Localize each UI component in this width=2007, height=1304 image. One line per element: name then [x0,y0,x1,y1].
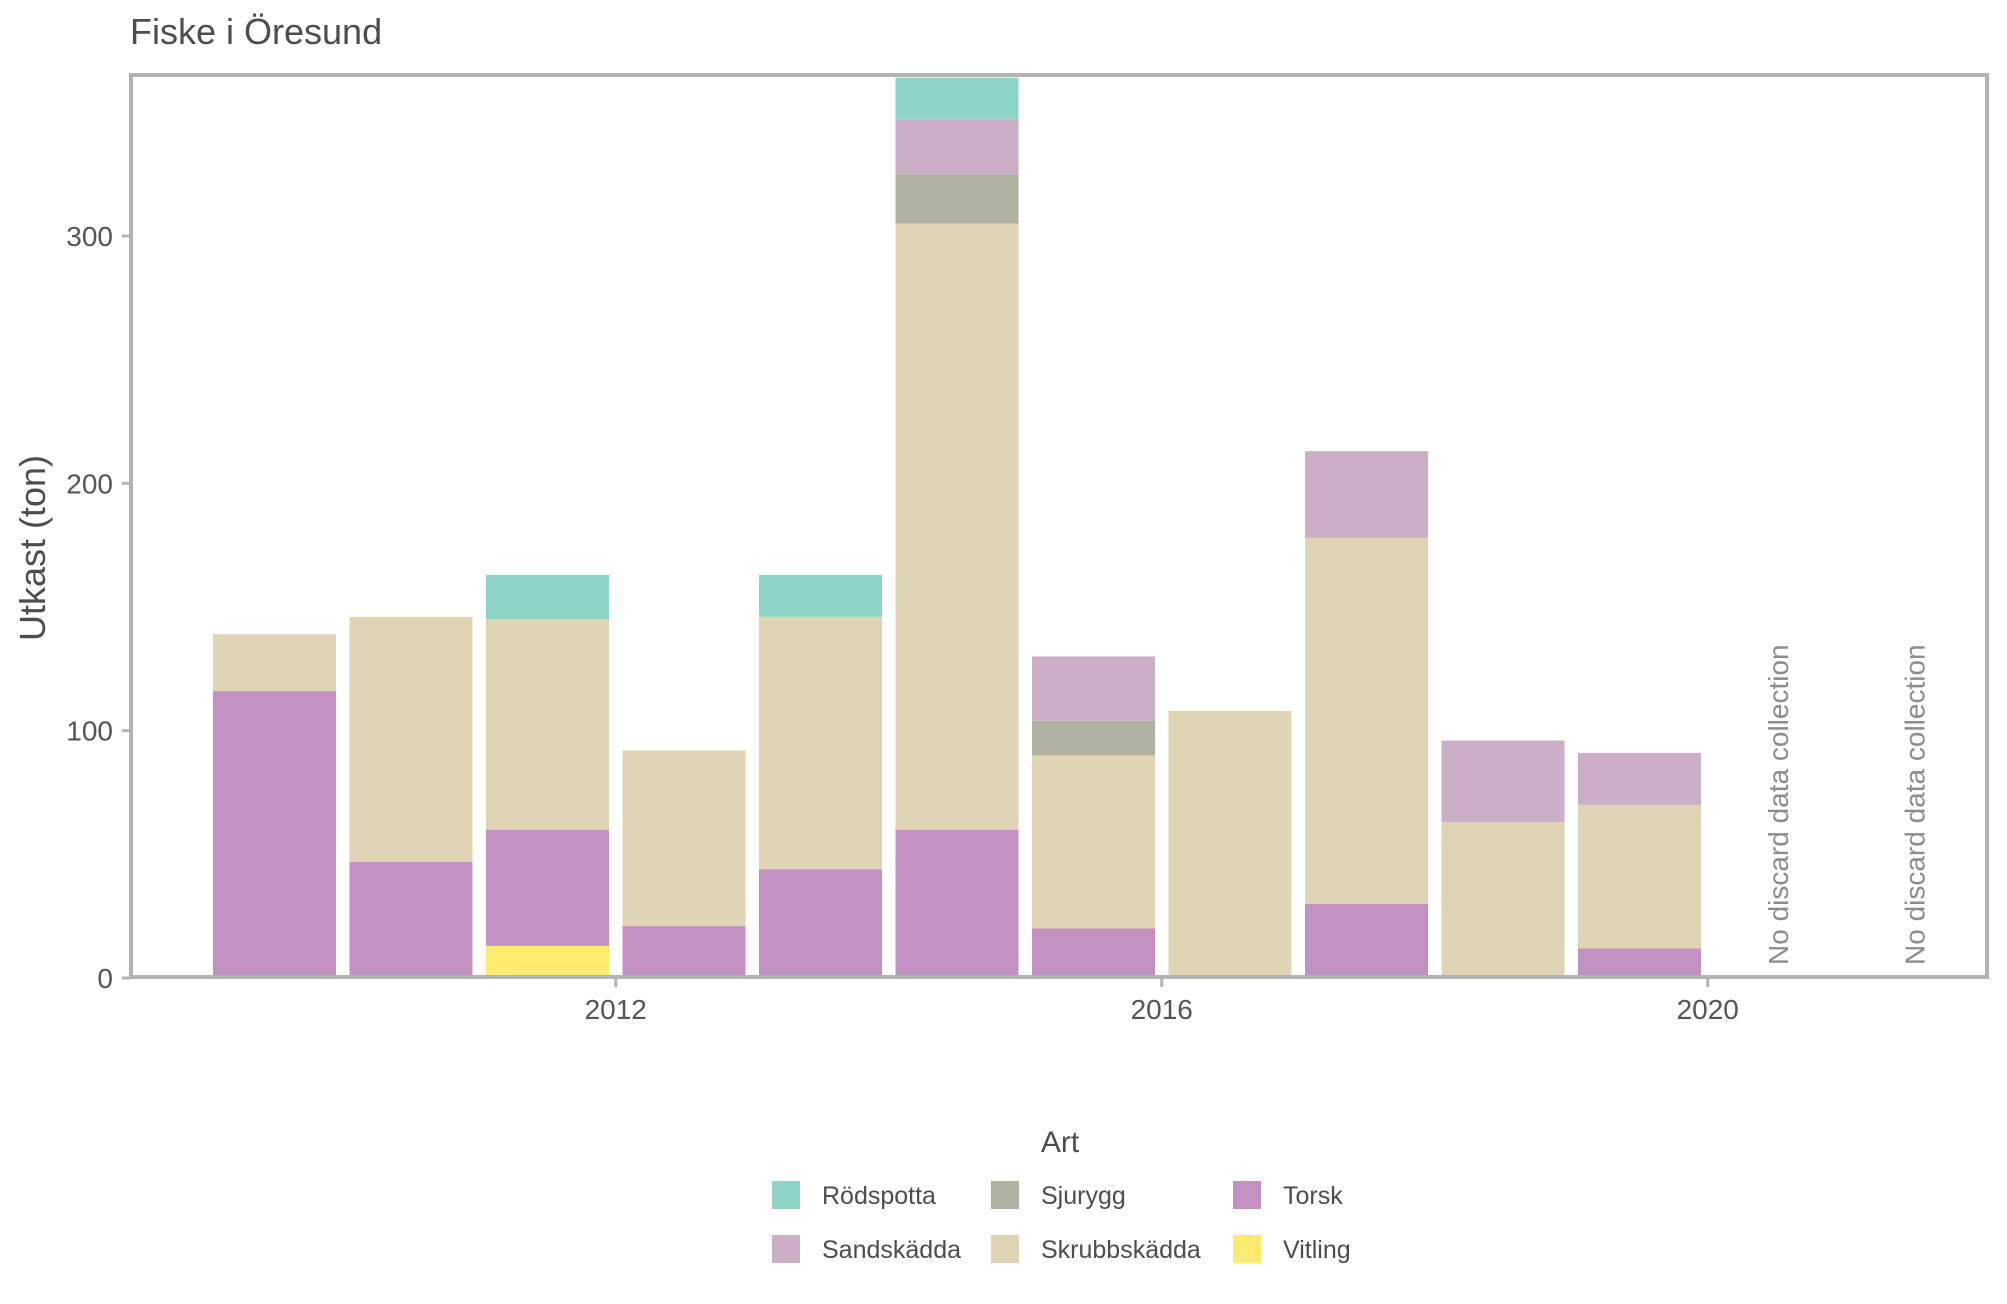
bar-torsk-2012 [622,926,746,978]
x-axis: 2012 2016 2020 [585,977,1739,1025]
bar-skrubbskadda-2010 [349,616,473,862]
legend-label-rodspotta: Rödspotta [822,1182,936,1210]
bar-torsk-2013 [759,869,882,978]
bar-skrubbskadda-2013 [759,616,882,870]
bar-rodspotta-2014 [895,77,1019,120]
legend-label-skrubbskadda: Skrubbskädda [1041,1236,1201,1264]
legend-swatch-sandskadda [772,1235,800,1263]
bar-skrubbskadda-2015 [1032,755,1155,929]
bar-rodspotta-2013 [759,574,882,617]
x-tick-label-2016: 2016 [1131,994,1193,1025]
bar-torsk-2009 [213,691,336,978]
bar-sjurygg-2014 [895,174,1019,224]
bars-layer [213,77,1701,978]
bar-torsk-2019 [1578,948,1701,978]
legend-label-sjurygg: Sjurygg [1041,1182,1126,1210]
bar-sjurygg-2015 [1032,720,1155,756]
annotation-2020: No discard data collection [1763,644,1794,965]
x-tick-label-2012: 2012 [585,994,647,1025]
bar-skrubbskadda-2017 [1305,537,1428,904]
bar-rodspotta-2011 [486,574,609,620]
legend-swatch-rodspotta [772,1181,800,1209]
legend-label-torsk: Torsk [1283,1182,1343,1210]
legend-label-sandskadda: Sandskädda [822,1236,961,1264]
x-tick-label-2020: 2020 [1677,994,1739,1025]
bar-skrubbskadda-2011 [486,619,609,830]
bar-torsk-2014 [895,829,1019,978]
legend-swatch-sjurygg [991,1181,1019,1209]
plot-panel-border [129,73,1989,979]
bar-sandskadda-2017 [1305,451,1428,538]
legend-swatch-skrubbskadda [991,1235,1019,1263]
y-axis: 0 100 200 300 [66,221,131,994]
legend-swatch-vitling [1233,1235,1261,1263]
bar-sandskadda-2018 [1441,740,1565,823]
bar-skrubbskadda-2016 [1168,710,1292,978]
annotation-2021: No discard data collection [1900,644,1931,965]
legend: Rödspotta Sandskädda Sjurygg Skrubbskädda To… [772,1181,1351,1264]
bar-skrubbskadda-2009 [213,634,336,692]
bar-torsk-2017 [1305,903,1428,978]
bar-torsk-2011 [486,829,609,946]
bar-skrubbskadda-2019 [1578,804,1701,949]
bar-torsk-2015 [1032,928,1155,978]
bar-torsk-2010 [349,861,473,978]
bar-sandskadda-2014 [895,119,1019,175]
legend-swatch-torsk [1233,1181,1261,1209]
legend-title: Art [1041,1126,1080,1159]
bar-sandskadda-2015 [1032,656,1155,721]
y-axis-label: Utkast (ton) [12,455,53,641]
y-tick-label-100: 100 [66,716,113,747]
y-tick-label-0: 0 [97,963,113,994]
chart-title: Fiske i Öresund [130,11,382,52]
bar-vitling-2011 [486,945,609,978]
annotations-layer: No discard data collection No discard dat… [1763,644,1931,965]
bar-skrubbskadda-2014 [895,223,1019,830]
bar-sandskadda-2019 [1578,752,1701,805]
bar-skrubbskadda-2018 [1441,822,1565,978]
bar-skrubbskadda-2012 [622,750,746,927]
legend-label-vitling: Vitling [1283,1236,1351,1264]
y-tick-label-300: 300 [66,221,113,252]
y-tick-label-200: 200 [66,468,113,499]
